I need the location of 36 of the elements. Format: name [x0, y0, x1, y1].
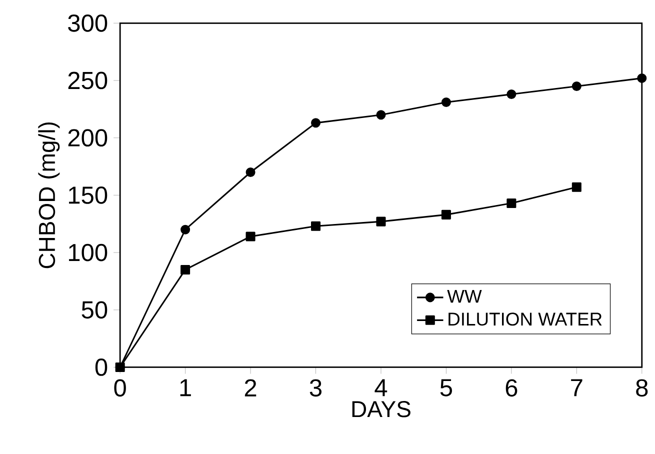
point	[441, 210, 451, 220]
y-tick-label: 200	[68, 129, 108, 146]
point	[572, 81, 582, 91]
x-tick-label: 5	[440, 379, 452, 396]
x-tick-label: 4	[374, 379, 388, 396]
point	[246, 232, 256, 242]
y-axis-title: CHBOD (mg/l)	[38, 122, 60, 268]
y-tick-label: 150	[69, 186, 108, 204]
x-tick-label: 6	[506, 379, 518, 397]
point	[506, 89, 516, 99]
point	[572, 182, 582, 192]
point	[246, 167, 256, 177]
legend-label: WW	[447, 290, 482, 303]
x-axis-title: DAYS	[352, 400, 410, 418]
point	[180, 264, 190, 274]
point	[376, 216, 386, 226]
y-tick-label: 0	[95, 358, 108, 376]
point	[115, 362, 125, 372]
point	[637, 73, 647, 83]
x-tick-label: 7	[571, 379, 582, 396]
point	[310, 221, 321, 231]
x-tick-label: 8	[636, 379, 648, 397]
y-tick-label: 100	[69, 244, 108, 262]
point	[310, 118, 321, 128]
legend-label: DILUTION WATER	[448, 312, 602, 326]
y-tick-label: 300	[68, 14, 108, 32]
y-tick-label: 250	[68, 72, 108, 90]
x-tick-label: 2	[244, 379, 256, 396]
point	[506, 198, 516, 208]
y-tick-label: 50	[82, 301, 108, 319]
x-tick-label: 0	[114, 379, 126, 397]
point	[441, 97, 451, 107]
x-tick-label: 3	[310, 379, 322, 397]
point	[376, 110, 386, 120]
x-tick-label: 1	[180, 379, 191, 396]
point	[180, 224, 190, 234]
